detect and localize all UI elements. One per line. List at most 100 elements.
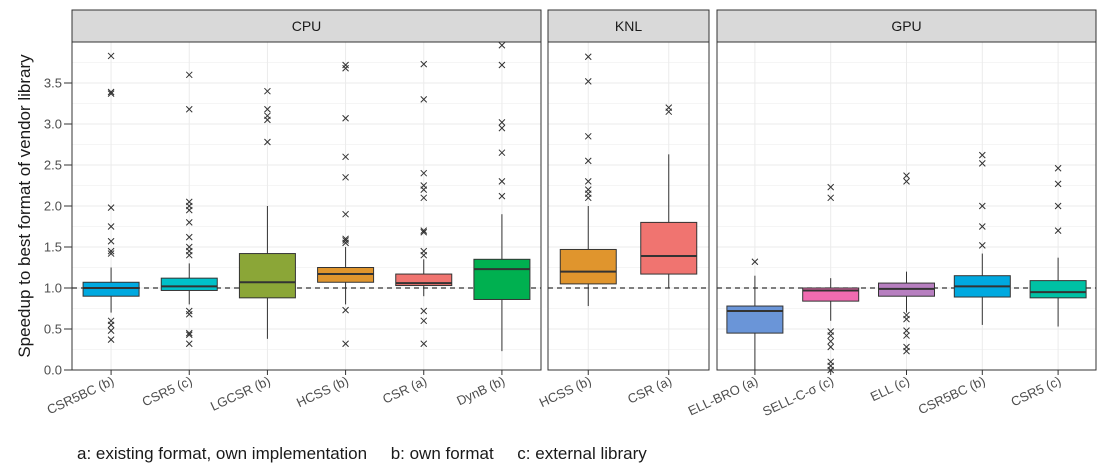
outlier-point xyxy=(978,242,986,249)
outlier-stroke xyxy=(827,358,835,366)
outlier-stroke xyxy=(107,237,115,245)
outlier-stroke xyxy=(584,53,592,61)
outlier-stroke xyxy=(827,343,835,351)
outlier-stroke xyxy=(827,183,835,191)
outlier-point xyxy=(1054,164,1062,172)
outlier-point xyxy=(342,235,349,243)
outlier-point xyxy=(264,112,271,120)
outlier-point xyxy=(1054,180,1062,188)
outlier-point xyxy=(827,183,835,191)
outlier-stroke xyxy=(420,317,428,325)
outlier-stroke xyxy=(107,247,115,255)
outlier-stroke xyxy=(185,105,193,113)
outlier-point xyxy=(584,186,592,193)
outlier-stroke xyxy=(342,210,349,218)
outlier-stroke xyxy=(498,124,506,132)
outlier-point xyxy=(498,61,506,69)
outlier-stroke xyxy=(498,149,506,157)
outlier-point xyxy=(185,310,193,318)
panel-border xyxy=(547,41,710,371)
outlier-point xyxy=(498,124,506,132)
panel-title: CPU xyxy=(292,18,322,34)
outlier-point xyxy=(903,178,910,185)
outlier-point xyxy=(498,178,506,185)
outlier-stroke xyxy=(185,310,193,318)
outlier-stroke xyxy=(420,182,428,189)
box-body xyxy=(640,221,698,275)
outlier-point xyxy=(342,173,349,181)
outlier-point xyxy=(420,247,428,255)
outlier-stroke xyxy=(584,157,592,165)
outlier-point xyxy=(107,237,115,245)
outlier-point xyxy=(342,237,349,244)
outlier-stroke xyxy=(665,104,673,111)
outlier-stroke xyxy=(185,331,193,339)
outlier-stroke xyxy=(584,132,592,140)
outlier-point xyxy=(185,340,193,348)
x-tick-label: CSR (a) xyxy=(380,373,429,406)
box-body xyxy=(82,281,140,297)
x-tick-label: DynB (b) xyxy=(454,373,507,408)
y-tick-label: 0.5 xyxy=(44,322,62,337)
box-body xyxy=(395,273,453,287)
outlier-stroke xyxy=(498,41,506,49)
outlier-stroke xyxy=(903,311,910,319)
outlier-stroke xyxy=(342,114,349,122)
outlier-point xyxy=(1054,202,1062,210)
box-csr-a: CSR (a) xyxy=(625,104,698,407)
legend-caption: a: existing format, own implementation b… xyxy=(77,444,647,463)
outlier-stroke xyxy=(107,223,115,230)
outlier-point xyxy=(420,307,428,315)
outlier-point xyxy=(342,114,349,122)
y-tick-label: 2.0 xyxy=(44,199,62,214)
y-tick-label: 0.0 xyxy=(44,363,62,378)
outlier-point xyxy=(342,306,349,314)
outlier-point xyxy=(420,169,428,177)
outlier-point xyxy=(107,336,115,344)
outlier-stroke xyxy=(107,90,115,98)
y-axis-label: Speedup to best format of vendor library xyxy=(15,54,34,358)
outlier-stroke xyxy=(827,337,835,345)
outlier-stroke xyxy=(1054,227,1062,234)
outlier-stroke xyxy=(185,340,193,348)
panel-gpu: GPU ELL-BRO (a) SELL-C-σ (c) ELL (c) CSR5BC … xyxy=(686,9,1097,419)
outlier-point xyxy=(342,61,349,69)
outlier-stroke xyxy=(420,307,428,315)
outlier-stroke xyxy=(498,178,506,185)
outlier-stroke xyxy=(185,198,193,206)
outlier-point xyxy=(827,328,835,335)
outlier-point xyxy=(420,194,428,202)
facet-panels: CPU CSR5BC (b) CSR5 (c) LGCSR (b) HCSS (b) CS… xyxy=(45,9,1097,419)
outlier-stroke xyxy=(827,328,835,335)
outlier-point xyxy=(584,53,592,61)
outlier-stroke xyxy=(342,61,349,69)
outlier-stroke xyxy=(107,52,115,60)
outlier-point xyxy=(185,71,193,79)
outlier-stroke xyxy=(903,327,910,334)
outlier-stroke xyxy=(185,71,193,79)
outlier-stroke xyxy=(107,336,115,344)
outlier-stroke xyxy=(584,178,592,185)
outlier-point xyxy=(978,202,986,210)
outlier-stroke xyxy=(264,112,271,120)
outlier-stroke xyxy=(498,192,506,200)
x-tick-label: LGCSR (b) xyxy=(208,373,273,414)
outlier-point xyxy=(185,105,193,113)
outlier-stroke xyxy=(264,138,271,146)
outlier-point xyxy=(185,307,193,315)
x-tick-label: CSR (a) xyxy=(625,373,674,406)
outlier-point xyxy=(107,247,115,255)
outlier-point xyxy=(342,340,349,348)
outlier-stroke xyxy=(107,88,115,96)
outlier-point xyxy=(903,332,910,339)
outlier-point xyxy=(185,243,193,251)
outlier-point xyxy=(827,343,835,351)
box-body xyxy=(473,258,531,300)
outlier-point xyxy=(107,317,115,325)
outlier-stroke xyxy=(264,105,271,113)
outlier-point xyxy=(185,233,193,241)
x-tick-label: CSR5BC (b) xyxy=(45,373,117,417)
panel-title: GPU xyxy=(891,18,921,34)
outlier-point xyxy=(185,331,193,339)
